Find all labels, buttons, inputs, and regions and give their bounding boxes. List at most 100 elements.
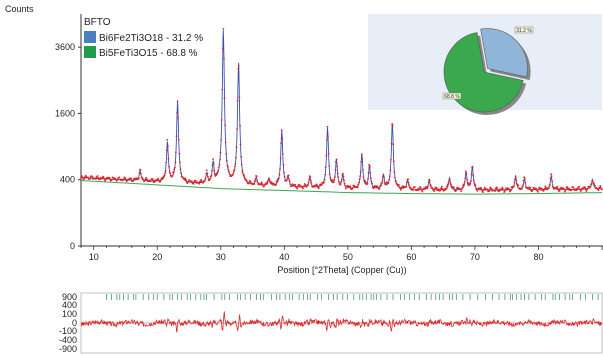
observed-point — [372, 187, 375, 190]
observed-point — [310, 179, 312, 182]
observed-point — [335, 158, 338, 161]
observed-point — [203, 180, 206, 183]
observed-point — [517, 184, 520, 187]
observed-point — [198, 182, 201, 185]
observed-point — [513, 185, 515, 188]
legend-label-bi6fe2ti3o18: Bi6Fe2Ti3O18 - 31.2 % — [99, 33, 203, 44]
observed-point — [349, 185, 352, 188]
observed-point — [340, 178, 343, 181]
x-tick-label: 40 — [279, 252, 289, 262]
observed-point — [175, 135, 178, 138]
observed-point — [498, 190, 500, 193]
observed-point — [523, 177, 526, 180]
observed-point — [325, 154, 328, 157]
observed-point — [212, 158, 215, 161]
observed-point — [283, 171, 285, 174]
observed-point — [371, 182, 373, 185]
observed-point — [524, 182, 527, 184]
observed-point — [217, 166, 220, 169]
observed-point — [463, 183, 465, 186]
observed-point — [326, 139, 328, 141]
observed-point — [521, 188, 523, 190]
observed-point — [601, 188, 603, 191]
observed-point — [433, 190, 436, 193]
observed-point — [460, 190, 463, 193]
observed-point — [116, 178, 119, 181]
observed-point — [427, 185, 429, 188]
observed-point — [426, 187, 429, 190]
observed-point — [218, 163, 221, 166]
main-plot: Counts 0 400 1600 3600 10 20 30 40 50 60 70 80 Pos… — [5, 4, 603, 275]
y-tick-label: 400 — [60, 175, 75, 185]
observed-point — [356, 186, 359, 189]
observed-point — [389, 169, 392, 172]
difference-y-tick-label: -100 — [59, 326, 77, 336]
difference-y-tick-label: 900 — [62, 292, 77, 302]
observed-point — [296, 187, 299, 190]
observed-point — [522, 184, 524, 187]
observed-point — [550, 175, 553, 178]
observed-point — [95, 178, 97, 180]
observed-point — [563, 188, 566, 191]
observed-point — [578, 185, 580, 188]
observed-point — [486, 188, 489, 191]
observed-point — [456, 186, 459, 189]
observed-point — [225, 159, 228, 162]
observed-point — [163, 174, 166, 177]
observed-point — [179, 168, 182, 171]
observed-point — [307, 181, 310, 184]
observed-point — [227, 166, 229, 168]
observed-point — [476, 189, 479, 192]
observed-point — [334, 169, 337, 171]
observed-point — [309, 176, 312, 178]
observed-point — [216, 171, 219, 174]
observed-point — [96, 175, 99, 177]
observed-point — [145, 176, 148, 179]
observed-point — [169, 172, 172, 175]
difference-y-tick-label: -900 — [59, 344, 77, 354]
observed-point — [89, 177, 91, 180]
observed-point — [324, 173, 327, 176]
observed-point — [390, 158, 392, 161]
observed-point — [167, 157, 170, 160]
legend-swatch-bi6fe2ti3o18 — [84, 31, 96, 43]
observed-point — [142, 178, 145, 181]
y-tick-label: 0 — [70, 241, 75, 251]
observed-point — [428, 179, 431, 182]
observed-point — [195, 180, 197, 182]
observed-point — [466, 178, 468, 181]
observed-point — [544, 185, 547, 188]
observed-point — [407, 178, 409, 181]
observed-point — [130, 177, 133, 180]
observed-point — [241, 170, 244, 172]
observed-point — [167, 145, 169, 148]
observed-point — [440, 185, 443, 188]
observed-point — [176, 100, 179, 103]
observed-point — [521, 186, 524, 188]
observed-point — [395, 180, 397, 183]
x-ticks: 10 20 30 40 50 60 70 80 — [80, 246, 603, 262]
observed-point — [445, 187, 448, 190]
observed-point — [550, 173, 552, 176]
observed-point — [236, 99, 239, 102]
observed-point — [323, 181, 325, 184]
observed-point — [565, 188, 567, 191]
pie-slice — [480, 28, 528, 78]
observed-point — [283, 176, 286, 178]
observed-point — [379, 184, 382, 187]
observed-point — [165, 149, 168, 152]
observed-point — [556, 185, 559, 188]
observed-point — [152, 179, 155, 182]
observed-point — [228, 170, 231, 173]
observed-point — [306, 185, 308, 188]
observed-point — [410, 187, 412, 189]
observed-point — [303, 185, 305, 187]
observed-point — [531, 189, 534, 191]
observed-point — [221, 47, 224, 50]
observed-point — [87, 176, 90, 179]
observed-point — [490, 187, 493, 190]
observed-point — [586, 187, 589, 190]
observed-point — [213, 169, 216, 172]
